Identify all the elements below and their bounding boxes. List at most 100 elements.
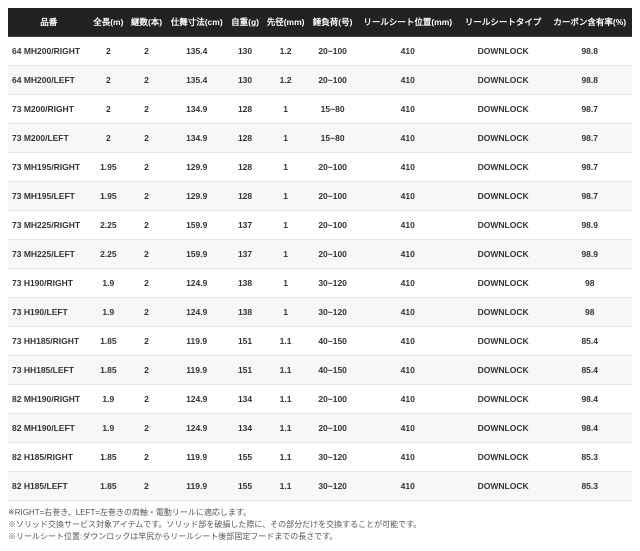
- cell: 2: [90, 37, 128, 66]
- col-header-2: 継数(本): [127, 8, 166, 37]
- cell: 20~100: [309, 153, 357, 182]
- col-header-1: 全長(m): [90, 8, 128, 37]
- cell: 98.8: [547, 37, 632, 66]
- cell: 73 H190/LEFT: [8, 298, 90, 327]
- cell: 138: [228, 298, 263, 327]
- cell: 151: [228, 356, 263, 385]
- cell: 73 HH185/LEFT: [8, 356, 90, 385]
- cell: 119.9: [166, 443, 228, 472]
- cell: DOWNLOCK: [459, 95, 548, 124]
- cell: 98.8: [547, 66, 632, 95]
- cell: 1: [263, 95, 309, 124]
- footnote-line: ※ソリッド交換サービス対象アイテムです。ソリッド部を破損した際に、その部分だけを…: [8, 519, 632, 531]
- cell: 2: [127, 327, 166, 356]
- cell: 98: [547, 269, 632, 298]
- cell: 155: [228, 472, 263, 501]
- table-row: 73 MH195/LEFT1.952129.9128120~100410DOWN…: [8, 182, 632, 211]
- cell: 2: [127, 269, 166, 298]
- cell: 73 MH195/RIGHT: [8, 153, 90, 182]
- col-header-4: 自重(g): [228, 8, 263, 37]
- cell: DOWNLOCK: [459, 182, 548, 211]
- cell: 40~150: [309, 327, 357, 356]
- cell: 2: [127, 182, 166, 211]
- cell: 1.2: [263, 37, 309, 66]
- cell: DOWNLOCK: [459, 414, 548, 443]
- cell: 410: [357, 182, 459, 211]
- cell: 410: [357, 66, 459, 95]
- table-row: 82 H185/RIGHT1.852119.91551.130~120410DO…: [8, 443, 632, 472]
- table-row: 73 HH185/LEFT1.852119.91511.140~150410DO…: [8, 356, 632, 385]
- cell: 1.85: [90, 356, 128, 385]
- cell: 410: [357, 298, 459, 327]
- cell: 1.85: [90, 443, 128, 472]
- cell: 82 MH190/RIGHT: [8, 385, 90, 414]
- cell: 138: [228, 269, 263, 298]
- cell: 128: [228, 95, 263, 124]
- cell: 1: [263, 298, 309, 327]
- col-header-7: リールシート位置(mm): [357, 8, 459, 37]
- cell: 2: [127, 153, 166, 182]
- cell: 98.7: [547, 95, 632, 124]
- cell: 129.9: [166, 182, 228, 211]
- cell: 64 MH200/RIGHT: [8, 37, 90, 66]
- cell: 410: [357, 153, 459, 182]
- cell: 134.9: [166, 124, 228, 153]
- cell: 1: [263, 269, 309, 298]
- cell: 2: [90, 124, 128, 153]
- cell: 2: [127, 66, 166, 95]
- cell: 98.7: [547, 124, 632, 153]
- cell: DOWNLOCK: [459, 66, 548, 95]
- cell: 1.9: [90, 269, 128, 298]
- table-row: 73 HH185/RIGHT1.852119.91511.140~150410D…: [8, 327, 632, 356]
- cell: 1.95: [90, 182, 128, 211]
- cell: 410: [357, 37, 459, 66]
- table-row: 73 H190/LEFT1.92124.9138130~120410DOWNLO…: [8, 298, 632, 327]
- cell: 124.9: [166, 414, 228, 443]
- cell: 85.3: [547, 472, 632, 501]
- cell: 1: [263, 211, 309, 240]
- footnote-line: ※リールシート位置:ダウンロックは竿尻からリールシート後部固定フードまでの長さで…: [8, 531, 632, 543]
- cell: 73 MH195/LEFT: [8, 182, 90, 211]
- cell: 98.7: [547, 153, 632, 182]
- cell: 73 MH225/RIGHT: [8, 211, 90, 240]
- cell: 2: [127, 385, 166, 414]
- cell: 1.1: [263, 443, 309, 472]
- cell: DOWNLOCK: [459, 269, 548, 298]
- cell: 2: [127, 356, 166, 385]
- cell: 1.9: [90, 385, 128, 414]
- cell: DOWNLOCK: [459, 472, 548, 501]
- cell: 128: [228, 153, 263, 182]
- cell: 2: [127, 124, 166, 153]
- cell: 30~120: [309, 472, 357, 501]
- cell: 1.1: [263, 356, 309, 385]
- cell: 410: [357, 414, 459, 443]
- cell: 2: [127, 414, 166, 443]
- cell: 20~100: [309, 211, 357, 240]
- cell: 73 M200/LEFT: [8, 124, 90, 153]
- cell: DOWNLOCK: [459, 37, 548, 66]
- footnotes: ※RIGHT=右巻き、LEFT=左巻きの両軸・電動リールに適応します。※ソリッド…: [8, 507, 632, 543]
- cell: 20~100: [309, 182, 357, 211]
- col-header-3: 仕舞寸法(cm): [166, 8, 228, 37]
- cell: 1: [263, 124, 309, 153]
- cell: 130: [228, 66, 263, 95]
- col-header-8: リールシートタイプ: [459, 8, 548, 37]
- cell: 134: [228, 414, 263, 443]
- cell: 1: [263, 240, 309, 269]
- cell: 119.9: [166, 356, 228, 385]
- cell: 73 H190/RIGHT: [8, 269, 90, 298]
- cell: 2: [90, 95, 128, 124]
- cell: 119.9: [166, 472, 228, 501]
- cell: 119.9: [166, 327, 228, 356]
- table-header: 品番全長(m)継数(本)仕舞寸法(cm)自重(g)先径(mm)錘負荷(号)リール…: [8, 8, 632, 37]
- table-row: 64 MH200/LEFT22135.41301.220~100410DOWNL…: [8, 66, 632, 95]
- cell: 1.1: [263, 472, 309, 501]
- cell: 1.95: [90, 153, 128, 182]
- cell: 128: [228, 124, 263, 153]
- cell: 2: [127, 240, 166, 269]
- cell: 2: [127, 298, 166, 327]
- cell: 2: [127, 472, 166, 501]
- table-row: 82 MH190/RIGHT1.92124.91341.120~100410DO…: [8, 385, 632, 414]
- cell: 2: [127, 443, 166, 472]
- cell: 30~120: [309, 443, 357, 472]
